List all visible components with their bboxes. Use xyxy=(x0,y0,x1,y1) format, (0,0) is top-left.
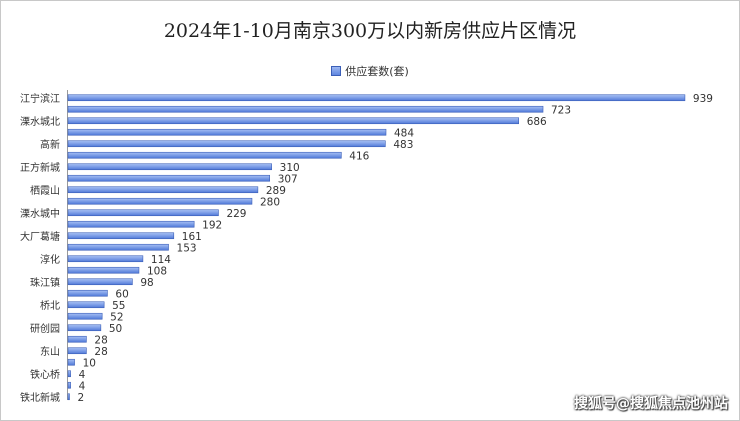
bar xyxy=(67,151,342,159)
bar xyxy=(67,209,219,217)
data-label: 723 xyxy=(551,104,571,116)
bar xyxy=(67,393,70,401)
data-label: 10 xyxy=(83,357,96,369)
bar xyxy=(67,381,71,389)
legend-label: 供应套数(套) xyxy=(345,65,409,78)
data-label: 229 xyxy=(226,208,246,220)
bar xyxy=(67,105,544,113)
bar xyxy=(67,324,102,332)
bar xyxy=(67,278,133,286)
data-label: 483 xyxy=(393,139,413,151)
bar xyxy=(67,117,520,125)
category-label: 淳化 xyxy=(40,253,60,266)
bar xyxy=(67,266,140,274)
data-label: 280 xyxy=(260,196,280,208)
chart-legend: 供应套数(套) xyxy=(0,63,740,79)
data-label: 307 xyxy=(278,173,298,185)
data-label: 686 xyxy=(527,116,547,128)
data-label: 60 xyxy=(115,288,128,300)
data-label: 416 xyxy=(349,150,369,162)
bar xyxy=(67,289,108,297)
data-label: 4 xyxy=(79,369,86,381)
data-label: 55 xyxy=(112,300,125,312)
bar xyxy=(67,370,71,378)
category-label: 铁北新城 xyxy=(20,391,60,404)
data-label: 161 xyxy=(182,231,202,243)
data-label: 310 xyxy=(280,162,300,174)
bar xyxy=(67,312,103,320)
bar xyxy=(67,94,686,102)
category-label: 研创园 xyxy=(30,322,60,335)
data-label: 939 xyxy=(693,93,713,105)
category-label: 东山 xyxy=(40,345,60,358)
data-label: 52 xyxy=(110,311,123,323)
category-label: 珠江镇 xyxy=(30,276,60,289)
bar xyxy=(67,220,195,228)
category-label: 溧水城中 xyxy=(20,207,60,220)
category-label: 正方新城 xyxy=(20,161,60,174)
bar xyxy=(67,197,253,205)
bar xyxy=(67,358,75,366)
category-label: 桥北 xyxy=(40,300,60,312)
category-label: 溧水城北 xyxy=(20,115,60,128)
data-label: 28 xyxy=(94,334,107,346)
bar xyxy=(67,347,87,355)
bar xyxy=(67,186,259,194)
data-label: 4 xyxy=(79,380,86,392)
data-label: 2 xyxy=(78,392,85,404)
data-label: 289 xyxy=(266,185,286,197)
data-label: 50 xyxy=(109,323,122,335)
legend-swatch xyxy=(331,66,342,76)
data-label: 192 xyxy=(202,219,222,231)
data-label: 114 xyxy=(151,254,171,266)
category-label: 铁心桥 xyxy=(30,368,60,381)
bar xyxy=(67,163,272,171)
bars-group: 939江宁滨江723686溧水城北484483高新416310正方新城30728… xyxy=(20,92,713,404)
data-label: 98 xyxy=(140,277,153,289)
watermark: 搜狐号@搜狐焦点池州站 xyxy=(574,396,728,412)
category-label: 江宁滨江 xyxy=(20,92,60,105)
category-label: 栖霞山 xyxy=(30,184,60,197)
bar xyxy=(67,140,386,148)
data-label: 153 xyxy=(177,242,197,254)
data-label: 28 xyxy=(94,346,107,358)
category-label: 大厂葛塘 xyxy=(20,230,60,243)
chart-title: 2024年1-10月南京300万以内新房供应片区情况 xyxy=(163,20,577,42)
bar xyxy=(67,301,105,309)
bar xyxy=(67,335,87,343)
bar xyxy=(67,255,144,263)
data-label: 108 xyxy=(147,265,167,277)
bar xyxy=(67,174,270,182)
category-label: 高新 xyxy=(40,138,60,151)
bar xyxy=(67,128,387,136)
bar xyxy=(67,243,169,251)
data-label: 484 xyxy=(394,127,414,139)
bar xyxy=(67,232,175,240)
